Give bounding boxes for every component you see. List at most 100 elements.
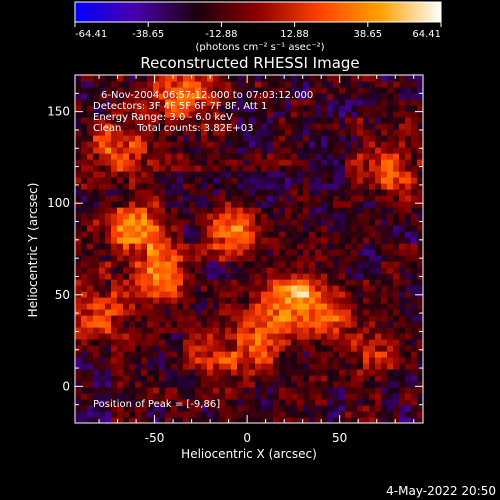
heatmap-cell — [279, 405, 286, 412]
heatmap-cell — [105, 303, 112, 310]
heatmap-cell — [255, 393, 262, 400]
heatmap-cell — [135, 99, 142, 106]
heatmap-cell — [273, 357, 280, 364]
heatmap-cell — [405, 345, 412, 352]
heatmap-cell — [273, 81, 280, 88]
heatmap-cell — [195, 75, 202, 82]
heatmap-cell — [375, 117, 382, 124]
heatmap-cell — [153, 309, 160, 316]
heatmap-cell — [81, 99, 88, 106]
heatmap-cell — [387, 357, 394, 364]
heatmap-cell — [111, 237, 118, 244]
heatmap-cell — [381, 201, 388, 208]
heatmap-cell — [345, 189, 352, 196]
heatmap-cell — [261, 237, 268, 244]
heatmap-cell — [147, 165, 154, 172]
heatmap-cell — [351, 417, 358, 423]
heatmap-cell — [303, 363, 310, 370]
heatmap-cell — [195, 255, 202, 262]
heatmap-cell — [237, 207, 244, 214]
heatmap-cell — [351, 303, 358, 310]
heatmap-cell — [261, 351, 268, 358]
heatmap-cell — [147, 321, 154, 328]
heatmap-cell — [237, 75, 244, 82]
heatmap-cell — [201, 351, 208, 358]
heatmap-cell — [309, 75, 316, 82]
heatmap-cell — [267, 381, 274, 388]
heatmap-cell — [213, 177, 220, 184]
heatmap-cell — [357, 351, 364, 358]
heatmap-cell — [195, 273, 202, 280]
heatmap-cell — [81, 87, 88, 94]
heatmap-cell — [399, 135, 406, 142]
heatmap-cell — [111, 105, 118, 112]
heatmap-cell — [291, 375, 298, 382]
heatmap-cell — [171, 135, 178, 142]
heatmap-cell — [297, 207, 304, 214]
heatmap-cell — [201, 129, 208, 136]
heatmap-cell — [381, 321, 388, 328]
heatmap-cell — [267, 261, 274, 268]
heatmap-cell — [129, 153, 136, 160]
heatmap-cell — [345, 75, 352, 82]
heatmap-cell — [201, 339, 208, 346]
heatmap-cell — [219, 99, 226, 106]
heatmap-cell — [141, 99, 148, 106]
heatmap-cell — [159, 267, 166, 274]
heatmap-cell — [291, 153, 298, 160]
heatmap-cell — [297, 81, 304, 88]
heatmap-cell — [363, 75, 370, 82]
heatmap-cell — [195, 213, 202, 220]
heatmap-cell — [171, 165, 178, 172]
heatmap-cell — [141, 411, 148, 418]
heatmap-cell — [147, 411, 154, 418]
heatmap-cell — [177, 183, 184, 190]
heatmap-cell — [327, 327, 334, 334]
heatmap-cell — [387, 171, 394, 178]
heatmap-cell — [333, 81, 340, 88]
heatmap-cell — [399, 273, 406, 280]
heatmap-cell — [213, 339, 220, 346]
heatmap-cell — [315, 207, 322, 214]
heatmap-cell — [357, 273, 364, 280]
heatmap-cell — [207, 201, 214, 208]
heatmap-cell — [111, 399, 118, 406]
heatmap-cell — [135, 135, 142, 142]
heatmap-cell — [111, 357, 118, 364]
heatmap-cell — [219, 177, 226, 184]
heatmap-cell — [261, 147, 268, 154]
heatmap-cell — [201, 99, 208, 106]
heatmap-cell — [315, 399, 322, 406]
heatmap-cell — [201, 243, 208, 250]
heatmap-cell — [87, 123, 94, 130]
heatmap-cell — [291, 393, 298, 400]
heatmap-cell — [249, 351, 256, 358]
heatmap-cell — [159, 207, 166, 214]
heatmap-cell — [225, 231, 232, 238]
heatmap-cell — [333, 339, 340, 346]
heatmap-cell — [363, 393, 370, 400]
heatmap-cell — [279, 213, 286, 220]
heatmap-cell — [357, 417, 364, 423]
heatmap-cell — [393, 345, 400, 352]
heatmap-cell — [375, 105, 382, 112]
heatmap-cell — [321, 147, 328, 154]
heatmap-cell — [243, 93, 250, 100]
heatmap-cell — [405, 195, 412, 202]
heatmap-cell — [207, 411, 214, 418]
heatmap-cell — [225, 351, 232, 358]
heatmap-cell — [111, 75, 118, 82]
heatmap-cell — [183, 327, 190, 334]
heatmap-cell — [171, 333, 178, 340]
heatmap-cell — [99, 225, 106, 232]
heatmap-cell — [111, 393, 118, 400]
heatmap-cell — [279, 261, 286, 268]
heatmap-cell — [81, 129, 88, 136]
heatmap-cell — [207, 291, 214, 298]
heatmap-cell — [255, 351, 262, 358]
heatmap-cell — [105, 231, 112, 238]
heatmap-cell — [327, 111, 334, 118]
heatmap-cell — [225, 369, 232, 376]
heatmap-cell — [243, 387, 250, 394]
heatmap-cell — [129, 99, 136, 106]
